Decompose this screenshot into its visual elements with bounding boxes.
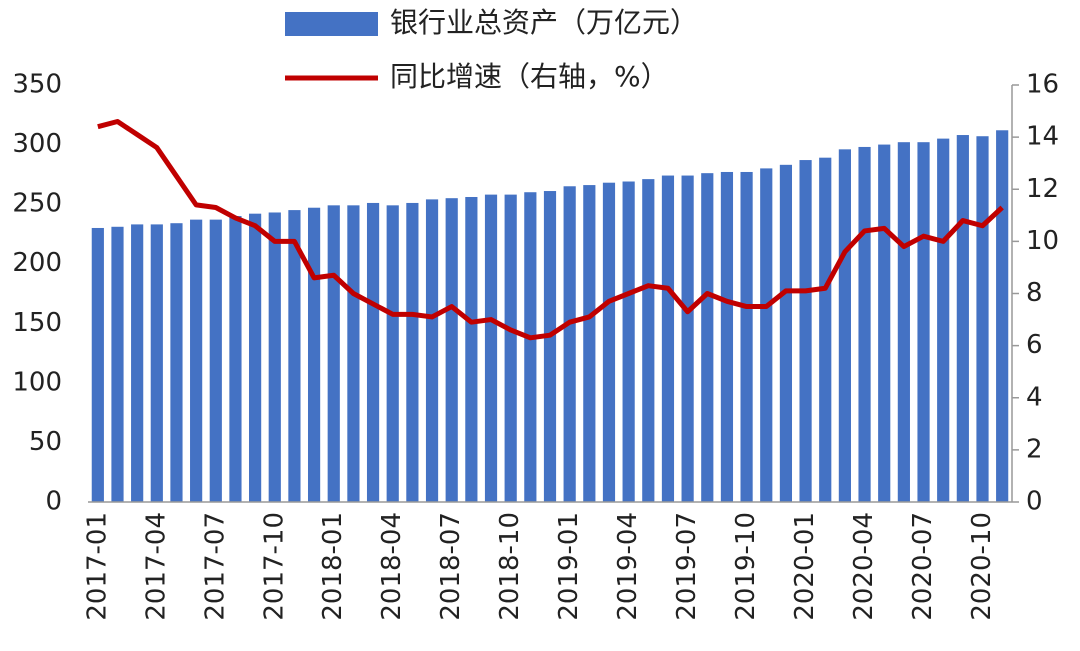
bar bbox=[976, 136, 989, 502]
bar bbox=[602, 182, 616, 502]
y2-tick-label: 12 bbox=[1026, 174, 1059, 204]
bar bbox=[268, 212, 281, 503]
x-tick-label: 2020-01 bbox=[790, 512, 820, 621]
bar bbox=[937, 138, 950, 502]
legend-label: 银行业总资产（万亿元） bbox=[390, 6, 698, 39]
legend-label: 同比增速（右轴，%） bbox=[390, 60, 669, 93]
x-tick-label: 2018-04 bbox=[377, 512, 407, 621]
bar bbox=[799, 160, 812, 502]
x-tick-label: 2020-04 bbox=[849, 512, 879, 621]
bar bbox=[642, 179, 655, 502]
bar bbox=[720, 171, 734, 502]
y-tick-label: 100 bbox=[12, 367, 62, 397]
bar bbox=[622, 181, 635, 502]
bar bbox=[838, 149, 851, 502]
x-tick-label: 2019-07 bbox=[672, 512, 702, 621]
bar bbox=[779, 164, 793, 502]
bar bbox=[288, 210, 301, 502]
bar bbox=[858, 146, 871, 502]
x-tick-label: 2017-07 bbox=[200, 512, 230, 621]
y2-tick-label: 6 bbox=[1026, 330, 1043, 360]
x-tick-label: 2020-10 bbox=[967, 512, 997, 621]
bar bbox=[701, 173, 714, 502]
x-tick-label: 2017-01 bbox=[82, 512, 112, 621]
x-tick-label: 2019-04 bbox=[613, 512, 643, 621]
y-tick-label: 300 bbox=[12, 129, 62, 159]
bar bbox=[347, 205, 360, 502]
x-tick-label: 2019-10 bbox=[731, 512, 761, 621]
bar bbox=[170, 223, 183, 502]
y2-tick-label: 2 bbox=[1026, 434, 1043, 464]
bar bbox=[740, 171, 753, 502]
bar bbox=[996, 130, 1009, 502]
x-tick-label: 2019-01 bbox=[554, 512, 584, 621]
bar bbox=[91, 227, 104, 502]
y2-tick-label: 16 bbox=[1026, 70, 1059, 100]
y-tick-label: 150 bbox=[12, 308, 62, 338]
bar bbox=[249, 213, 262, 502]
bar bbox=[878, 144, 891, 503]
y2-tick-label: 4 bbox=[1026, 382, 1043, 412]
bar bbox=[445, 198, 458, 502]
bar bbox=[465, 196, 478, 502]
bar bbox=[484, 194, 498, 502]
bar bbox=[327, 205, 340, 502]
y2-tick-label: 10 bbox=[1026, 226, 1059, 256]
bar bbox=[956, 135, 969, 503]
bar bbox=[760, 168, 773, 502]
bar bbox=[406, 202, 419, 503]
bar bbox=[229, 216, 242, 503]
x-tick-label: 2018-01 bbox=[318, 512, 348, 621]
y-tick-label: 250 bbox=[12, 189, 62, 219]
bar bbox=[209, 219, 222, 503]
bar bbox=[111, 226, 124, 502]
bar bbox=[366, 202, 380, 503]
x-tick-label: 2017-10 bbox=[259, 512, 289, 621]
y2-tick-label: 14 bbox=[1026, 122, 1059, 152]
bar bbox=[897, 142, 910, 502]
bar bbox=[563, 186, 576, 502]
y2-tick-label: 0 bbox=[1026, 487, 1043, 517]
x-tick-label: 2020-07 bbox=[908, 512, 938, 621]
bar bbox=[425, 199, 439, 502]
bar bbox=[543, 191, 557, 502]
bar bbox=[190, 219, 203, 503]
x-tick-label: 2018-07 bbox=[436, 512, 466, 621]
y2-tick-label: 8 bbox=[1026, 278, 1043, 308]
y-tick-label: 200 bbox=[12, 248, 62, 278]
bar bbox=[524, 192, 537, 502]
y-tick-label: 350 bbox=[12, 70, 62, 100]
x-tick-label: 2018-10 bbox=[495, 512, 525, 621]
bar bbox=[150, 224, 163, 502]
x-tick-label: 2017-04 bbox=[141, 512, 171, 621]
bar bbox=[386, 205, 399, 502]
legend-swatch bbox=[285, 12, 378, 36]
bar bbox=[307, 207, 321, 502]
y-tick-label: 0 bbox=[45, 487, 62, 517]
bar bbox=[583, 185, 596, 502]
line bbox=[97, 118, 1004, 341]
bar bbox=[131, 224, 144, 502]
y-tick-label: 50 bbox=[29, 427, 62, 457]
bar bbox=[917, 142, 930, 502]
bar bbox=[504, 194, 517, 502]
bar bbox=[681, 175, 694, 502]
bar bbox=[661, 175, 675, 502]
bar bbox=[819, 157, 832, 503]
